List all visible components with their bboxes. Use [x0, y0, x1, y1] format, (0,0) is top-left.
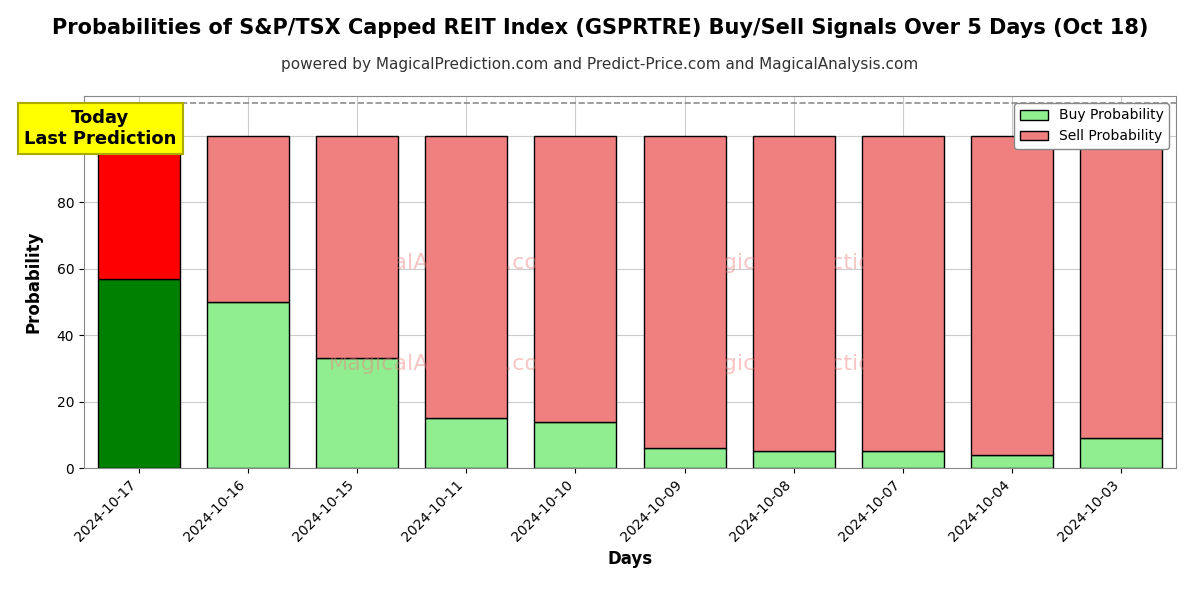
Bar: [862, 136, 944, 451]
Legend: Buy Probability, Sell Probability: Buy Probability, Sell Probability: [1014, 103, 1169, 149]
Bar: [971, 455, 1054, 468]
Bar: [752, 451, 835, 468]
Y-axis label: Probability: Probability: [24, 231, 42, 333]
Bar: [643, 136, 726, 448]
Text: powered by MagicalPrediction.com and Predict-Price.com and MagicalAnalysis.com: powered by MagicalPrediction.com and Pre…: [281, 57, 919, 72]
Bar: [425, 136, 508, 418]
Bar: [862, 451, 944, 468]
Text: MagicalPrediction.com: MagicalPrediction.com: [690, 354, 941, 374]
Text: Probabilities of S&P/TSX Capped REIT Index (GSPRTRE) Buy/Sell Signals Over 5 Day: Probabilities of S&P/TSX Capped REIT Ind…: [52, 18, 1148, 38]
X-axis label: Days: Days: [607, 550, 653, 568]
Bar: [97, 278, 180, 468]
Bar: [97, 136, 180, 278]
Bar: [425, 418, 508, 468]
Bar: [316, 358, 398, 468]
Bar: [316, 136, 398, 358]
Bar: [1080, 136, 1163, 438]
Text: MagicalAnalysis.com: MagicalAnalysis.com: [329, 253, 560, 274]
Bar: [752, 136, 835, 451]
Text: Today
Last Prediction: Today Last Prediction: [24, 109, 176, 148]
Bar: [643, 448, 726, 468]
Bar: [971, 136, 1054, 455]
Text: MagicalPrediction.com: MagicalPrediction.com: [690, 253, 941, 274]
Bar: [1080, 438, 1163, 468]
Bar: [206, 136, 289, 302]
Bar: [534, 136, 617, 421]
Bar: [206, 302, 289, 468]
Bar: [534, 421, 617, 468]
Text: MagicalAnalysis.com: MagicalAnalysis.com: [329, 354, 560, 374]
